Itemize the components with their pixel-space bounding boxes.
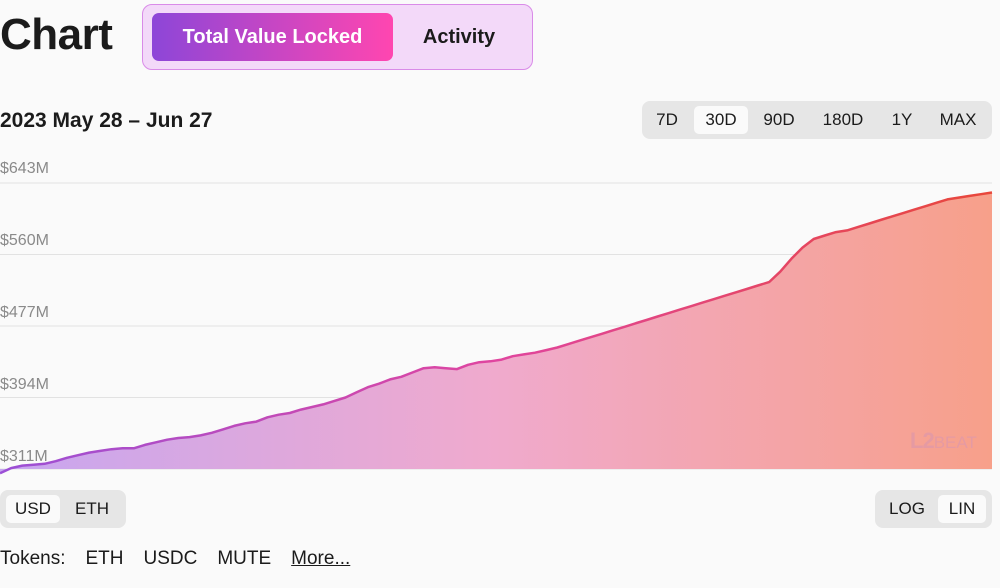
tokens-row: Tokens: ETH USDC MUTE More... xyxy=(0,548,350,570)
date-range: 2023 May 28 – Jun 27 xyxy=(0,109,213,132)
scale-toggle: LOG LIN xyxy=(875,490,992,528)
log-button[interactable]: LOG xyxy=(881,495,933,523)
y-tick-label: $394M xyxy=(0,376,49,393)
logo-l2-text: L2 xyxy=(910,428,935,453)
y-tick-label: $311M xyxy=(0,448,48,465)
usd-button[interactable]: USD xyxy=(6,495,60,523)
token-usdc[interactable]: USDC xyxy=(143,548,198,569)
page-title: Chart xyxy=(0,10,113,59)
range-1y-button[interactable]: 1Y xyxy=(880,106,924,134)
y-tick-label: $643M xyxy=(0,160,49,177)
l2beat-logo: L2BEAT xyxy=(910,428,977,454)
tvl-line xyxy=(0,191,993,475)
token-eth[interactable]: ETH xyxy=(85,548,124,569)
range-90d-button[interactable]: 90D xyxy=(754,106,804,134)
logo-beat-text: BEAT xyxy=(933,433,977,452)
currency-toggle: USD ETH xyxy=(0,490,126,528)
eth-button[interactable]: ETH xyxy=(64,495,120,523)
range-7d-button[interactable]: 7D xyxy=(648,106,686,134)
y-tick-label: $477M xyxy=(0,304,49,321)
tab-total-value-locked[interactable]: Total Value Locked xyxy=(152,13,393,61)
chart-type-switch: Total Value Locked Activity xyxy=(142,4,533,70)
time-range-selector: 7D 30D 90D 180D 1Y MAX xyxy=(642,101,992,139)
y-tick-label: $560M xyxy=(0,232,49,249)
range-180d-button[interactable]: 180D xyxy=(812,106,874,134)
range-30d-button[interactable]: 30D xyxy=(694,106,748,134)
range-max-button[interactable]: MAX xyxy=(930,106,986,134)
tokens-label: Tokens: xyxy=(0,548,66,569)
tvl-area xyxy=(0,192,992,474)
tab-activity[interactable]: Activity xyxy=(393,13,525,61)
more-tokens-link[interactable]: More... xyxy=(291,548,351,569)
token-mute[interactable]: MUTE xyxy=(217,548,272,569)
lin-button[interactable]: LIN xyxy=(938,495,986,523)
